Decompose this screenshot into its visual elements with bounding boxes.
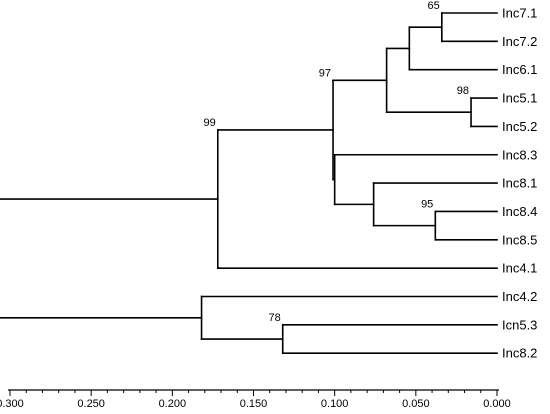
bootstrap-value: 97 [319, 67, 331, 79]
axis-tick-label: 0.000 [483, 398, 511, 410]
bootstrap-value: 98 [457, 85, 469, 97]
leaf-label: Inc5.1 [502, 91, 537, 106]
axis-tick-label: 0.100 [321, 398, 349, 410]
leaf-label: Inc8.5 [502, 232, 537, 247]
distance-axis: 0.300 0.250 0.200 0.150 0.100 0.050 0.000 [0, 389, 511, 410]
axis-tick-label: 0.050 [402, 398, 430, 410]
bootstrap-value: 99 [204, 117, 216, 129]
bootstrap-value: 65 [428, 0, 440, 12]
axis-tick-label: 0.250 [77, 398, 105, 410]
leaf-label: Inc7.2 [502, 34, 537, 49]
leaf-label: Inc5.2 [502, 119, 537, 134]
leaf-label: Inc8.1 [502, 176, 537, 191]
leaf-label: Inc8.4 [502, 204, 537, 219]
leaf-label: Icn5.3 [502, 317, 537, 332]
axis-tick-label: 0.150 [240, 398, 268, 410]
leaf-label: Inc6.1 [502, 62, 537, 77]
axis-tick-label: 0.200 [159, 398, 187, 410]
leaf-label: Inc8.2 [502, 346, 537, 361]
leaf-label: Inc8.3 [502, 147, 537, 162]
leaf-label: Inc4.1 [502, 261, 537, 276]
bootstrap-value: 78 [268, 312, 280, 324]
leaf-labels: Inc7.1 Inc7.2 Inc6.1 Inc5.1 Inc5.2 Inc8.3 Inc8… [502, 6, 537, 361]
leaf-label: Inc7.1 [502, 6, 537, 21]
axis-tick-label: 0.300 [0, 398, 24, 410]
bootstrap-value: 95 [421, 198, 433, 210]
bootstrap-values: 65 98 95 97 99 78 [204, 0, 469, 324]
tree-branches [0, 12, 498, 355]
leaf-label: Inc4.2 [502, 289, 537, 304]
